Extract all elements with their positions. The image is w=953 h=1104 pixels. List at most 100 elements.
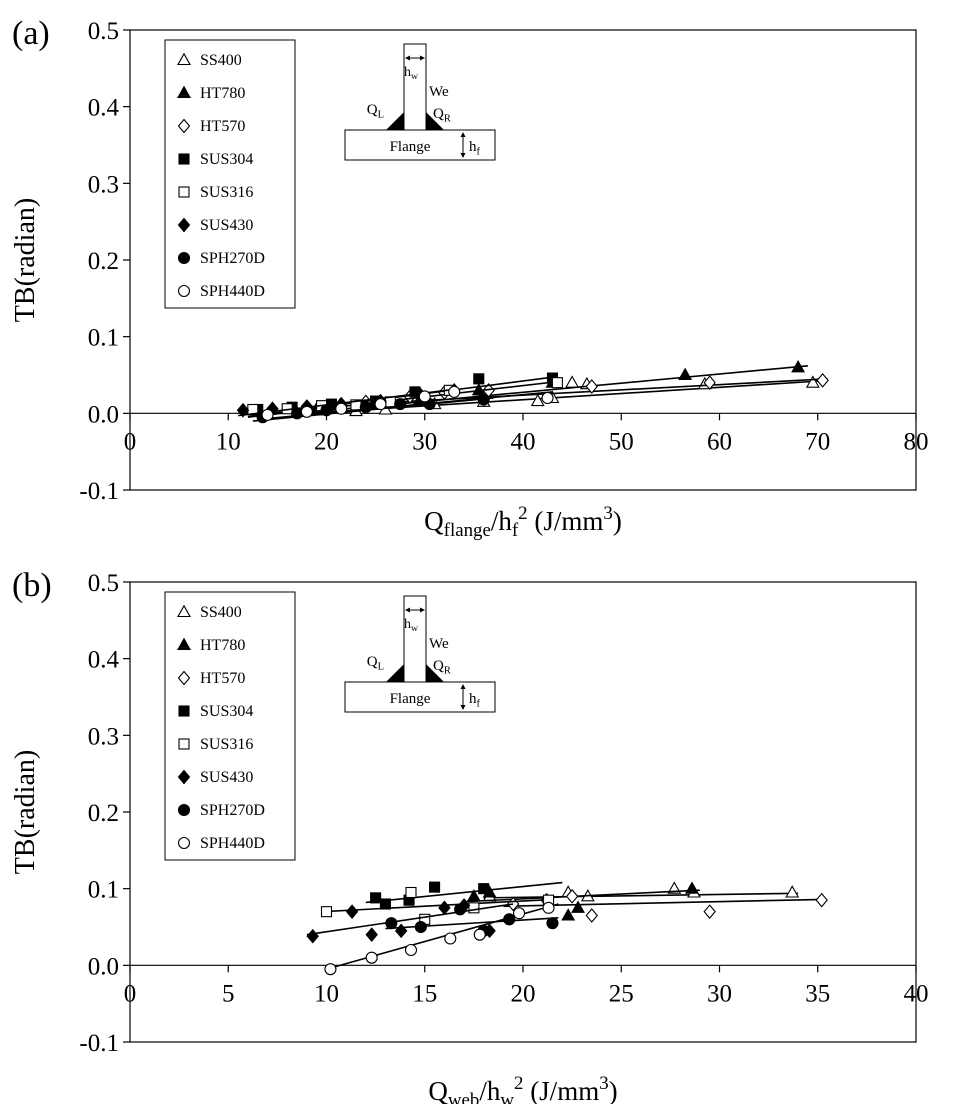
data-point-ht570 <box>816 373 829 388</box>
legend-item-sus316: SUS316 <box>178 184 253 201</box>
legend-item-ss400: SS400 <box>177 604 242 621</box>
legend-label: SUS304 <box>200 703 253 720</box>
legend-item-sus316: SUS316 <box>178 736 253 753</box>
trend-line-ss400 <box>483 892 799 899</box>
x-tick-label: 10 <box>216 428 241 455</box>
legend-item-ht780: HT780 <box>177 85 245 102</box>
inset-right-weld-triangle <box>426 664 444 682</box>
x-tick-label: 5 <box>222 980 235 1007</box>
legend-item-ht570: HT570 <box>177 670 245 687</box>
data-point-sus430 <box>394 923 408 939</box>
y-tick-label: 0.4 <box>88 95 120 122</box>
legend-label: SS400 <box>200 52 242 69</box>
data-point-sus316 <box>551 377 563 389</box>
data-point-sph270d <box>385 917 398 930</box>
legend-label: SPH270D <box>200 250 265 267</box>
data-point-ss400 <box>565 375 580 388</box>
legend-label: HT780 <box>200 637 245 654</box>
data-point-sph440d <box>448 385 461 398</box>
data-point-sph440d <box>542 901 555 914</box>
x-axis: 0 5 10 15 20 25 30 35 40 <box>124 964 929 1007</box>
panel-label: (a) <box>12 15 50 52</box>
data-point-ht780 <box>471 383 486 396</box>
triangle-filled-icon <box>177 637 191 651</box>
panel-a-chart: 0.5 0.4 0.3 0.2 0.1 0.0 -0.10 10 20 30 40 50 60 70 80 S… <box>10 15 929 541</box>
x-tick-label: 0 <box>124 428 137 455</box>
circle-filled-icon <box>177 251 191 265</box>
data-point-sus430 <box>236 402 250 418</box>
square-filled-icon <box>178 153 190 165</box>
inset-hw-arrow-left-head <box>405 55 410 61</box>
legend-box <box>164 591 296 861</box>
data-point-sus316 <box>320 906 333 918</box>
data-point-sph440d <box>324 963 337 976</box>
panel-label: (b) <box>12 567 52 604</box>
data-point-ss400 <box>805 375 820 388</box>
x-tick-label: 40 <box>511 428 536 455</box>
legend-label: SUS430 <box>200 217 253 234</box>
inset-hw-label: hw <box>404 617 419 634</box>
data-point-sph440d <box>473 928 486 941</box>
y-axis: 0.5 0.4 0.3 0.2 0.1 0.0 -0.1 <box>79 570 130 1057</box>
legend-item-sus304: SUS304 <box>178 151 253 168</box>
data-point-sph440d <box>513 907 526 920</box>
data-point-sph270d <box>414 920 427 934</box>
legend-label: HT780 <box>200 85 245 102</box>
y-axis-title: TB(radian) <box>10 750 41 874</box>
diamond-open-icon <box>177 670 191 686</box>
data-point-sph270d <box>290 407 304 420</box>
data-point-sph270d <box>454 903 467 916</box>
data-point-ht570 <box>565 888 579 904</box>
inset-hf-label: hf <box>469 691 481 709</box>
legend-label: SS400 <box>200 604 242 621</box>
y-tick-label: 0.3 <box>88 171 119 198</box>
inset-hw-arrow-right-head <box>420 607 425 613</box>
y-tick-label: 0.0 <box>88 953 119 980</box>
legend-item-sph440d: SPH440D <box>177 283 265 300</box>
square-open-icon <box>178 186 190 198</box>
data-point-ht570 <box>703 375 716 391</box>
data-point-sus304 <box>478 883 490 895</box>
inset-hw-arrow-left-head <box>405 607 410 613</box>
inset-left-weld-triangle <box>386 112 404 130</box>
x-axis: 0 10 20 30 40 50 60 70 80 <box>124 412 929 455</box>
data-point-sus316 <box>468 902 480 914</box>
data-point-sus430 <box>365 927 378 943</box>
trend-line-sus430 <box>306 903 514 936</box>
legend-label: SPH440D <box>200 835 265 852</box>
data-point-ss400 <box>667 881 682 894</box>
data-point-ht570 <box>585 379 598 394</box>
y-tick-label: 0.3 <box>88 723 119 750</box>
legend-item-ht780: HT780 <box>177 637 245 654</box>
inset-right-weld-triangle <box>426 112 444 130</box>
circle-open-icon <box>177 284 191 298</box>
series-sph440d <box>257 385 554 421</box>
data-point-sph440d <box>365 951 378 964</box>
data-point-ss400 <box>530 393 545 407</box>
inset-hf-arrow-top-head <box>460 132 466 137</box>
data-point-sph440d <box>335 402 348 415</box>
legend-item-sus430: SUS430 <box>177 769 253 786</box>
legend-item-sph270d: SPH270D <box>177 250 265 267</box>
y-tick-label: -0.1 <box>79 478 119 505</box>
diamond-filled-icon <box>177 217 191 233</box>
legend-label: SPH440D <box>200 283 265 300</box>
data-point-sph440d <box>261 408 274 421</box>
inset-flange-label: Flange <box>390 691 431 707</box>
triangle-filled-icon <box>177 85 191 99</box>
x-tick-label: 30 <box>412 428 437 455</box>
legend-label: SUS430 <box>200 769 253 786</box>
data-point-sph440d <box>541 391 554 405</box>
data-point-ht780 <box>678 367 693 381</box>
legend-item-sus430: SUS430 <box>177 217 253 234</box>
x-tick-label: 70 <box>805 428 830 455</box>
data-point-sph440d <box>404 943 418 957</box>
x-tick-label: 60 <box>707 428 732 455</box>
circle-open-icon <box>177 836 191 850</box>
x-tick-label: 10 <box>314 980 339 1007</box>
legend-label: HT570 <box>200 670 245 687</box>
y-tick-label: 0.1 <box>88 877 119 904</box>
inset-qr-label: QR <box>433 658 451 676</box>
